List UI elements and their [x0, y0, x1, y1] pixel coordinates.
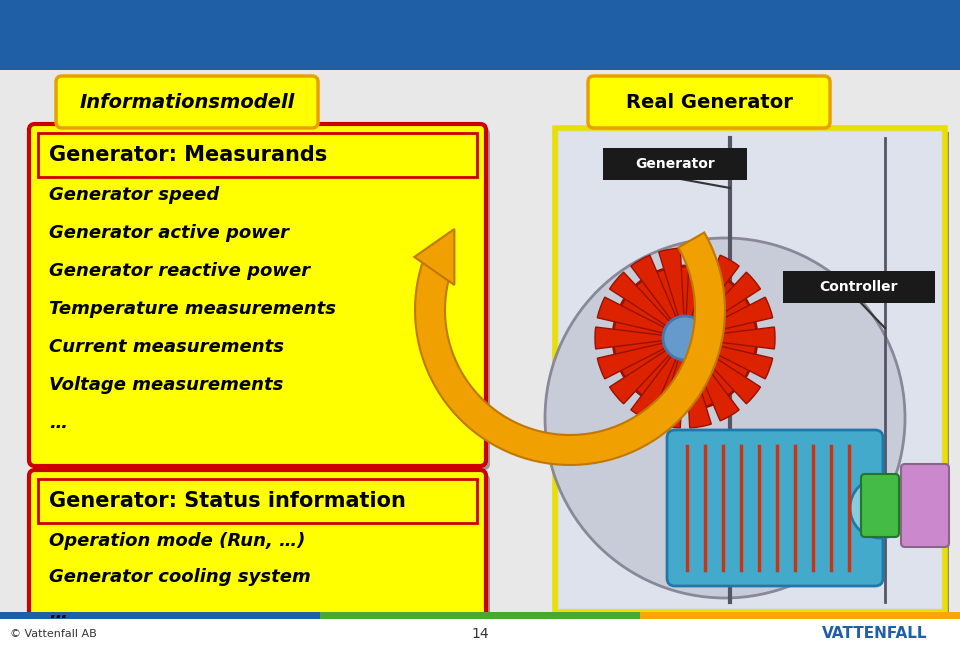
FancyBboxPatch shape	[29, 124, 486, 466]
Text: Temperature measurements: Temperature measurements	[49, 300, 336, 318]
Wedge shape	[631, 255, 685, 338]
Wedge shape	[610, 338, 685, 404]
Wedge shape	[595, 327, 685, 349]
FancyBboxPatch shape	[320, 612, 640, 619]
Wedge shape	[685, 338, 773, 379]
Polygon shape	[415, 232, 725, 465]
Text: Voltage measurements: Voltage measurements	[49, 376, 283, 394]
Wedge shape	[685, 272, 760, 338]
Wedge shape	[685, 255, 739, 338]
Wedge shape	[685, 297, 773, 338]
FancyBboxPatch shape	[555, 128, 945, 612]
Text: Generator cooling system: Generator cooling system	[49, 568, 311, 586]
FancyBboxPatch shape	[29, 470, 486, 620]
FancyBboxPatch shape	[901, 464, 949, 547]
FancyBboxPatch shape	[559, 132, 949, 616]
Text: Generator: Measurands: Generator: Measurands	[49, 145, 327, 165]
Wedge shape	[685, 338, 711, 428]
Text: Real Generator: Real Generator	[626, 93, 792, 112]
FancyBboxPatch shape	[56, 76, 318, 128]
Text: …: …	[49, 414, 67, 432]
Text: Operation mode (Run, …): Operation mode (Run, …)	[49, 532, 305, 550]
FancyBboxPatch shape	[38, 133, 477, 177]
FancyBboxPatch shape	[33, 474, 490, 624]
Wedge shape	[685, 248, 711, 338]
Circle shape	[545, 238, 905, 598]
Wedge shape	[685, 338, 739, 421]
Text: © Vattenfall AB: © Vattenfall AB	[10, 629, 97, 639]
Text: Generator: Generator	[636, 157, 715, 171]
Wedge shape	[659, 338, 685, 428]
Text: Current measurements: Current measurements	[49, 338, 284, 356]
FancyBboxPatch shape	[603, 148, 747, 180]
FancyBboxPatch shape	[0, 619, 960, 649]
Wedge shape	[597, 338, 685, 379]
Wedge shape	[685, 327, 775, 349]
Circle shape	[850, 478, 910, 538]
FancyBboxPatch shape	[783, 271, 935, 303]
Circle shape	[613, 266, 757, 410]
FancyBboxPatch shape	[559, 132, 941, 608]
Wedge shape	[610, 272, 685, 338]
Text: Generator speed: Generator speed	[49, 186, 219, 204]
FancyBboxPatch shape	[38, 479, 477, 523]
FancyBboxPatch shape	[588, 76, 830, 128]
FancyBboxPatch shape	[33, 128, 490, 470]
Text: 14: 14	[471, 627, 489, 641]
Polygon shape	[415, 229, 454, 285]
FancyBboxPatch shape	[0, 0, 960, 70]
FancyBboxPatch shape	[0, 612, 320, 619]
Text: …: …	[49, 604, 67, 622]
Text: Generator active power: Generator active power	[49, 224, 289, 242]
Text: Generator reactive power: Generator reactive power	[49, 262, 310, 280]
Wedge shape	[631, 338, 685, 421]
Text: Controller: Controller	[820, 280, 899, 294]
Circle shape	[663, 316, 707, 360]
Text: VATTENFALL: VATTENFALL	[823, 626, 927, 641]
FancyBboxPatch shape	[640, 612, 960, 619]
Text: IEC 61400-25-2 Informationsmodeller: IEC 61400-25-2 Informationsmodeller	[22, 23, 755, 57]
FancyBboxPatch shape	[667, 430, 883, 586]
Text: Informationsmodell: Informationsmodell	[80, 93, 295, 112]
Wedge shape	[685, 338, 760, 404]
FancyBboxPatch shape	[861, 474, 899, 537]
Wedge shape	[659, 248, 685, 338]
Wedge shape	[597, 297, 685, 338]
Text: Generator: Status information: Generator: Status information	[49, 491, 406, 511]
